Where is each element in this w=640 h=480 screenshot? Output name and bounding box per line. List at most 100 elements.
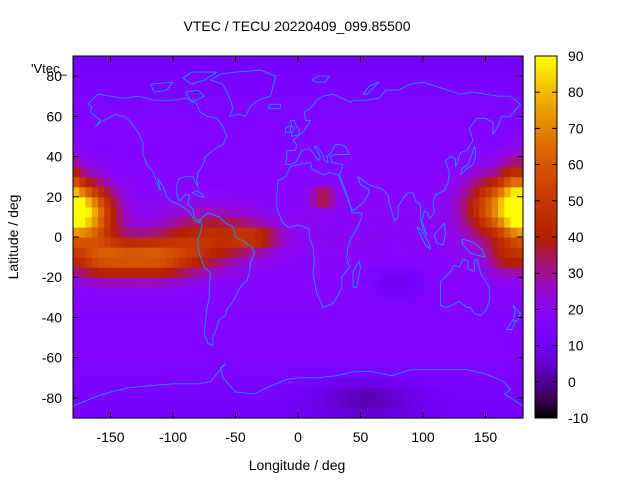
heat-cell [460,156,468,168]
heat-cell [141,156,149,168]
heat-cell [316,377,324,389]
heat-cell [323,96,330,107]
heat-cell [110,136,118,148]
heat-cell [241,357,249,369]
heat-cell [241,146,249,158]
heat-cell [398,407,405,419]
heat-cell [510,196,518,208]
heat-cell [335,226,343,238]
heat-cell [516,196,524,208]
heat-cell [185,337,193,349]
heat-cell [460,257,468,268]
heat-cell [454,367,462,379]
heat-cell [441,166,449,178]
heat-cell [291,76,299,87]
heat-cell [129,166,137,178]
heat-cell [310,287,318,298]
heat-cell [304,237,312,248]
heat-cell [398,226,405,238]
colorbar-tick-label: 70 [568,120,584,136]
heat-cell [366,156,374,168]
heat-cell [316,247,324,258]
heat-cell [379,136,387,148]
heat-cell [379,166,387,178]
heat-cell [79,307,87,319]
heat-cell [504,156,512,168]
heat-cell [104,247,112,258]
heat-cell [404,196,412,208]
heat-cell [291,156,299,168]
heat-cell [398,206,405,218]
heat-cell [310,237,318,248]
heat-cell [448,106,455,117]
heat-cell [248,317,255,329]
heat-cell [466,277,474,288]
heat-cell [229,196,237,208]
heat-cell [173,377,180,389]
heat-cell [385,86,393,97]
heat-cell [141,196,149,208]
heat-cell [516,267,524,278]
heat-cell [473,237,480,248]
heat-cell [129,186,137,198]
heat-cell [329,247,337,258]
heat-cell [116,156,124,168]
heat-cell [204,136,212,148]
heat-cell [348,146,355,158]
heat-cell [98,397,105,409]
heat-cell [166,86,174,97]
heat-cell [98,267,105,278]
heat-cell [254,267,262,278]
heat-cell [173,66,180,77]
heat-cell [291,237,299,248]
heat-cell [241,126,249,138]
heat-cell [166,106,174,117]
heat-cell [441,307,449,319]
heat-cell [79,196,87,208]
heat-cell [185,277,193,288]
heat-cell [423,347,430,359]
heat-cell [485,347,493,359]
heat-cell [398,116,405,127]
heat-cell [416,176,424,188]
heat-cell [310,96,318,107]
heat-cell [310,277,318,288]
heat-cell [285,196,293,208]
heat-cell [429,176,437,188]
heat-cell [441,237,449,248]
heat-cell [285,297,293,308]
heat-cell [91,66,99,77]
heat-cell [179,307,187,319]
heat-cell [285,166,293,178]
heat-cell [373,86,380,97]
heat-cell [254,317,262,329]
heat-cell [216,237,224,248]
heat-cell [316,277,324,288]
heat-cell [479,196,487,208]
heat-cell [123,387,130,399]
heat-cell [235,106,243,117]
heat-cell [91,297,99,308]
heat-cell [216,136,224,148]
heat-cell [141,267,149,278]
heat-cell [266,247,274,258]
heat-cell [216,196,224,208]
heat-cell [373,206,380,218]
heat-cell [335,146,343,158]
heat-cell [429,257,437,268]
heat-cell [235,146,243,158]
heat-cell [466,287,474,298]
heat-cell [235,56,243,67]
heat-cell [185,146,193,158]
heat-cell [379,327,387,339]
heat-cell [348,357,355,369]
heat-cell [110,146,118,158]
heat-cell [498,387,505,399]
colorbar-tick-label: 60 [568,157,584,173]
heat-cell [360,337,368,349]
heat-cell [366,337,374,349]
heat-cell [73,146,80,158]
heat-cell [466,317,474,329]
heat-cell [154,116,162,127]
heat-cell [179,106,187,117]
